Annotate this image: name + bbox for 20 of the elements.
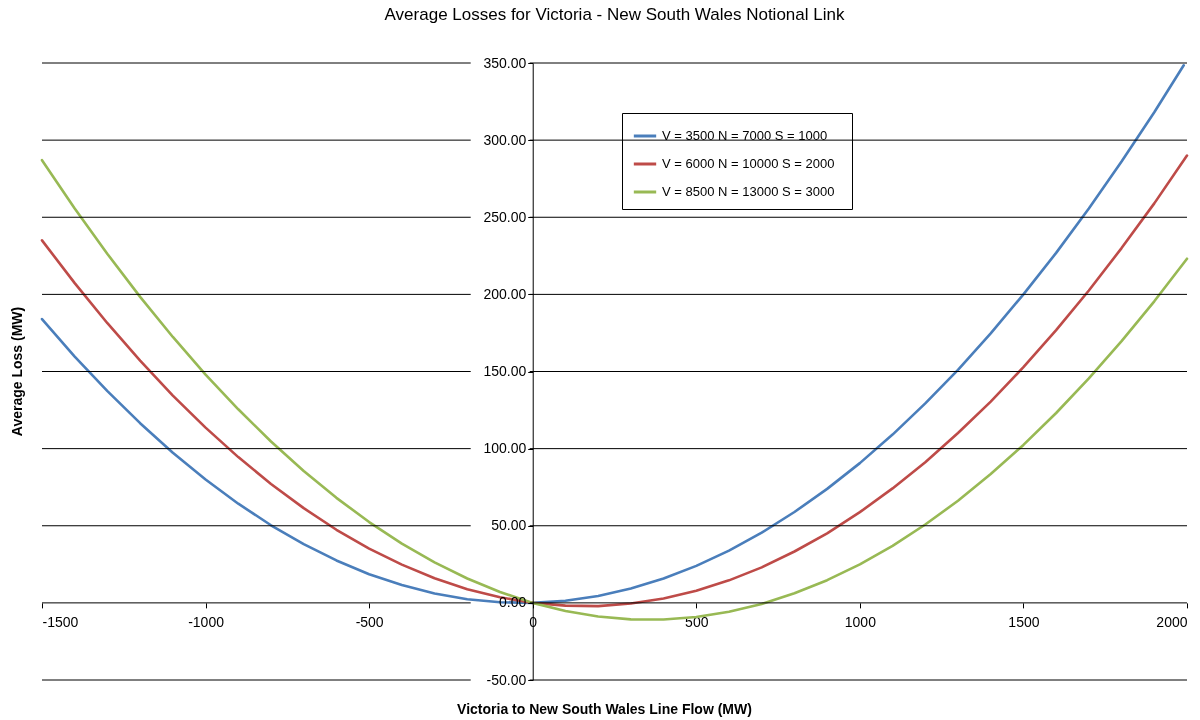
x-tick-label: 2000 <box>1156 614 1188 631</box>
y-tick-label: 100.00 <box>483 440 527 457</box>
x-tick-label: 1500 <box>1008 614 1040 631</box>
legend-label: V = 8500 N = 13000 S = 3000 <box>662 184 835 199</box>
y-tick-label: 350.00 <box>483 54 527 71</box>
y-tick-label: 50.00 <box>491 517 527 534</box>
y-tick-label: 150.00 <box>483 363 527 379</box>
chart-title: Average Losses for Victoria - New South Wales Notional Link <box>384 5 845 24</box>
y-tick-label: 250.00 <box>483 208 527 225</box>
y-axis-title: Average Loss (MW) <box>9 306 25 437</box>
x-tick-label: 1000 <box>844 614 877 631</box>
x-tick-label: -1000 <box>188 614 225 631</box>
x-axis-title: Victoria to New South Wales Line Flow (MW) <box>457 701 752 717</box>
y-tick-label: -50.00 <box>486 671 527 688</box>
x-tick-label: -1500 <box>42 614 79 631</box>
y-tick-label: 200.00 <box>483 285 527 302</box>
y-tick-label: 300.00 <box>483 131 527 148</box>
x-tick-label: -500 <box>355 614 384 631</box>
legend-label: V = 6000 N = 10000 S = 2000 <box>662 156 835 171</box>
legend-label: V = 3500 N = 7000 S = 1000 <box>662 128 828 143</box>
